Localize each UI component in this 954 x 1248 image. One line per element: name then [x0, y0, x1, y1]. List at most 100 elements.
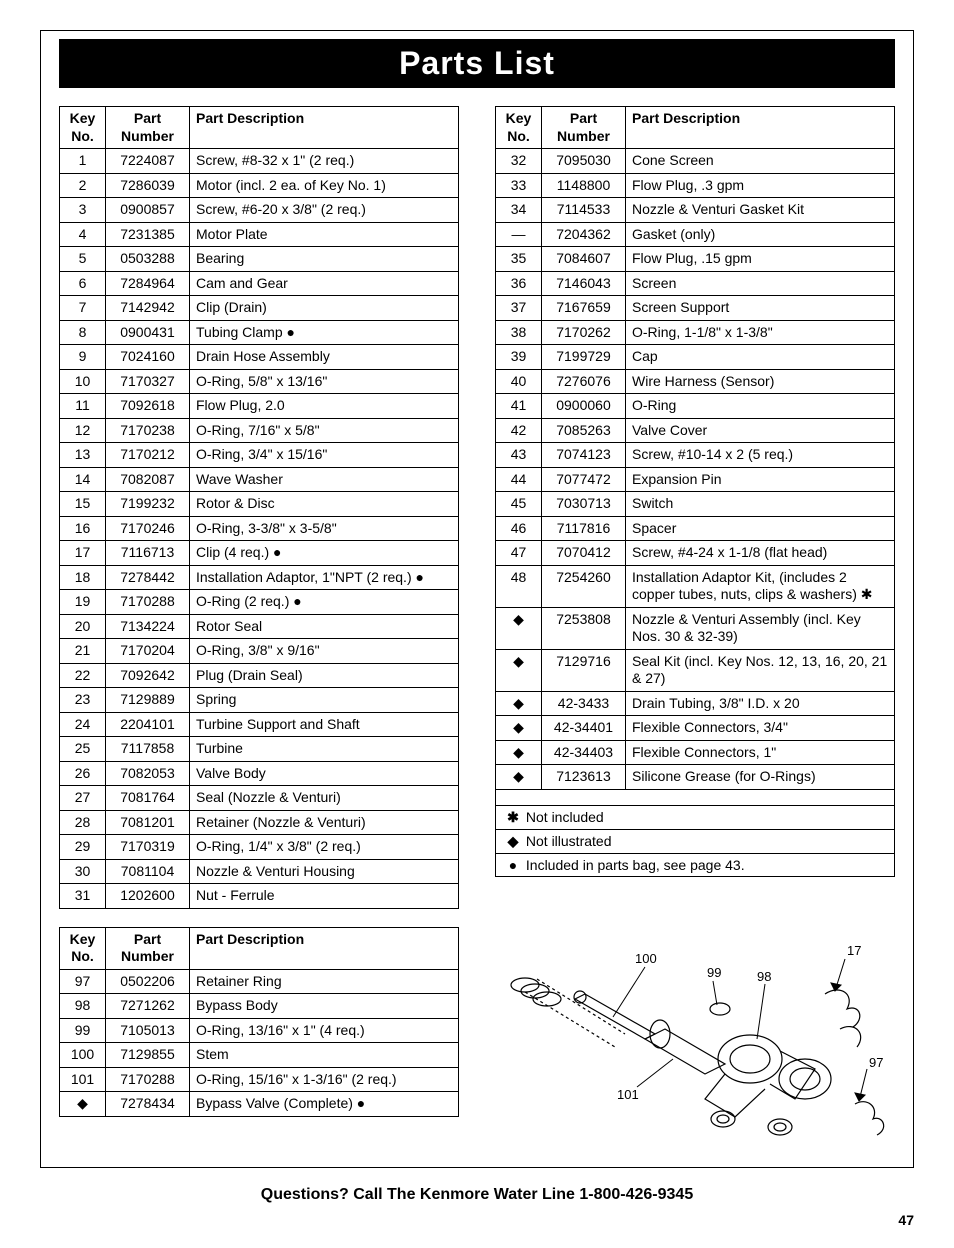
- part-number: 0503288: [106, 247, 190, 272]
- table-row: 50503288Bearing: [60, 247, 459, 272]
- part-number: 7129716: [542, 649, 626, 691]
- part-number: 7170288: [106, 1067, 190, 1092]
- part-description: Bypass Valve (Complete) ●: [190, 1092, 459, 1117]
- table-row: 167170246O-Ring, 3-3/8" x 3-5/8": [60, 516, 459, 541]
- key-no: 2: [60, 173, 106, 198]
- part-description: Screw, #10-14 x 2 (5 req.): [626, 443, 895, 468]
- table-row: 477070412Screw, #4-24 x 1-1/8 (flat head…: [496, 541, 895, 566]
- key-no: 38: [496, 320, 542, 345]
- part-number: 7105013: [106, 1018, 190, 1043]
- key-no: 11: [60, 394, 106, 419]
- key-no: 97: [60, 969, 106, 994]
- part-number: 7142942: [106, 296, 190, 321]
- table-row: 427085263Valve Cover: [496, 418, 895, 443]
- part-description: Bypass Body: [190, 994, 459, 1019]
- table-row: 67284964Cam and Gear: [60, 271, 459, 296]
- part-number: 0900060: [542, 394, 626, 419]
- part-description: Clip (4 req.) ●: [190, 541, 459, 566]
- key-no: 10: [60, 369, 106, 394]
- part-description: Retainer Ring: [190, 969, 459, 994]
- part-description: Valve Cover: [626, 418, 895, 443]
- table-row: 287081201Retainer (Nozzle & Venturi): [60, 810, 459, 835]
- part-description: O-Ring (2 req.) ●: [190, 590, 459, 615]
- diagram-label-98: 98: [757, 969, 771, 984]
- part-number: 7199729: [542, 345, 626, 370]
- legend-symbol: ●: [504, 857, 522, 873]
- col-part: Part Number: [106, 107, 190, 149]
- page-frame: Parts List Key No. Part Number Part Desc…: [40, 30, 914, 1168]
- part-number: 42-3433: [542, 691, 626, 716]
- table-row: 487254260Installation Adaptor Kit, (incl…: [496, 565, 895, 607]
- table-row: 447077472Expansion Pin: [496, 467, 895, 492]
- table-row: ◆42-34401Flexible Connectors, 3/4": [496, 716, 895, 741]
- table-row: 987271262Bypass Body: [60, 994, 459, 1019]
- table-row: 157199232Rotor & Disc: [60, 492, 459, 517]
- key-no: 46: [496, 516, 542, 541]
- key-no: 47: [496, 541, 542, 566]
- key-no: 16: [60, 516, 106, 541]
- diagram-label-97: 97: [869, 1055, 883, 1070]
- table-row: 347114533Nozzle & Venturi Gasket Kit: [496, 198, 895, 223]
- diagram-label-101: 101: [617, 1087, 639, 1102]
- key-no: ◆: [496, 607, 542, 649]
- table-row: 297170319O-Ring, 1/4" x 3/8" (2 req.): [60, 835, 459, 860]
- table-row: 242204101Turbine Support and Shaft: [60, 712, 459, 737]
- part-number: 7114533: [542, 198, 626, 223]
- part-number: 7146043: [542, 271, 626, 296]
- key-no: 43: [496, 443, 542, 468]
- part-description: Flow Plug, .3 gpm: [626, 173, 895, 198]
- part-description: Cam and Gear: [190, 271, 459, 296]
- part-description: O-Ring, 1/4" x 3/8" (2 req.): [190, 835, 459, 860]
- table-row: 117092618Flow Plug, 2.0: [60, 394, 459, 419]
- col-desc: Part Description: [190, 927, 459, 969]
- key-no: 21: [60, 639, 106, 664]
- table-row: 77142942Clip (Drain): [60, 296, 459, 321]
- part-number: 42-34403: [542, 740, 626, 765]
- col-desc: Part Description: [190, 107, 459, 149]
- key-no: 40: [496, 369, 542, 394]
- key-no: 44: [496, 467, 542, 492]
- part-number: 7170238: [106, 418, 190, 443]
- key-no: 101: [60, 1067, 106, 1092]
- table-row: 970502206Retainer Ring: [60, 969, 459, 994]
- table-row: ◆7253808Nozzle & Venturi Assembly (incl.…: [496, 607, 895, 649]
- key-no: 22: [60, 663, 106, 688]
- part-description: Rotor & Disc: [190, 492, 459, 517]
- key-no: ◆: [60, 1092, 106, 1117]
- key-no: 99: [60, 1018, 106, 1043]
- diagram-label-99: 99: [707, 965, 721, 980]
- key-no: 28: [60, 810, 106, 835]
- part-number: 7081201: [106, 810, 190, 835]
- part-number: 0900857: [106, 198, 190, 223]
- part-description: O-Ring, 5/8" x 13/16": [190, 369, 459, 394]
- table-row: 30900857Screw, #6-20 x 3/8" (2 req.): [60, 198, 459, 223]
- part-description: Spring: [190, 688, 459, 713]
- table-row: 1007129855Stem: [60, 1043, 459, 1068]
- part-number: 7134224: [106, 614, 190, 639]
- part-number: 7084607: [542, 247, 626, 272]
- table-row: 331148800Flow Plug, .3 gpm: [496, 173, 895, 198]
- key-no: 35: [496, 247, 542, 272]
- part-description: Nut - Ferrule: [190, 884, 459, 909]
- part-description: Screen: [626, 271, 895, 296]
- table-row: 410900060O-Ring: [496, 394, 895, 419]
- key-no: —: [496, 222, 542, 247]
- diagram-label-100: 100: [635, 951, 657, 966]
- part-description: Motor Plate: [190, 222, 459, 247]
- key-no: 30: [60, 859, 106, 884]
- part-description: O-Ring: [626, 394, 895, 419]
- page-title: Parts List: [59, 39, 895, 88]
- key-no: 27: [60, 786, 106, 811]
- part-description: Valve Body: [190, 761, 459, 786]
- part-description: Switch: [626, 492, 895, 517]
- part-number: 7117816: [542, 516, 626, 541]
- left-column: Key No. Part Number Part Description 172…: [59, 106, 459, 927]
- part-description: O-Ring, 1-1/8" x 1-3/8": [626, 320, 895, 345]
- part-description: Cap: [626, 345, 895, 370]
- part-description: Seal Kit (incl. Key Nos. 12, 13, 16, 20,…: [626, 649, 895, 691]
- legend-text: Included in parts bag, see page 43.: [522, 857, 745, 873]
- key-no: ◆: [496, 740, 542, 765]
- part-number: 7170212: [106, 443, 190, 468]
- key-no: 36: [496, 271, 542, 296]
- parts-table-2: Key No. Part Number Part Description 327…: [495, 106, 895, 790]
